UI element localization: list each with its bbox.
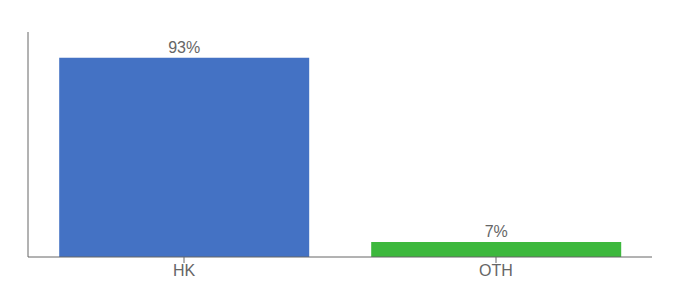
- svg-text:OTH: OTH: [479, 262, 513, 279]
- svg-text:93%: 93%: [168, 39, 200, 56]
- svg-text:7%: 7%: [485, 223, 508, 240]
- svg-text:HK: HK: [173, 262, 196, 279]
